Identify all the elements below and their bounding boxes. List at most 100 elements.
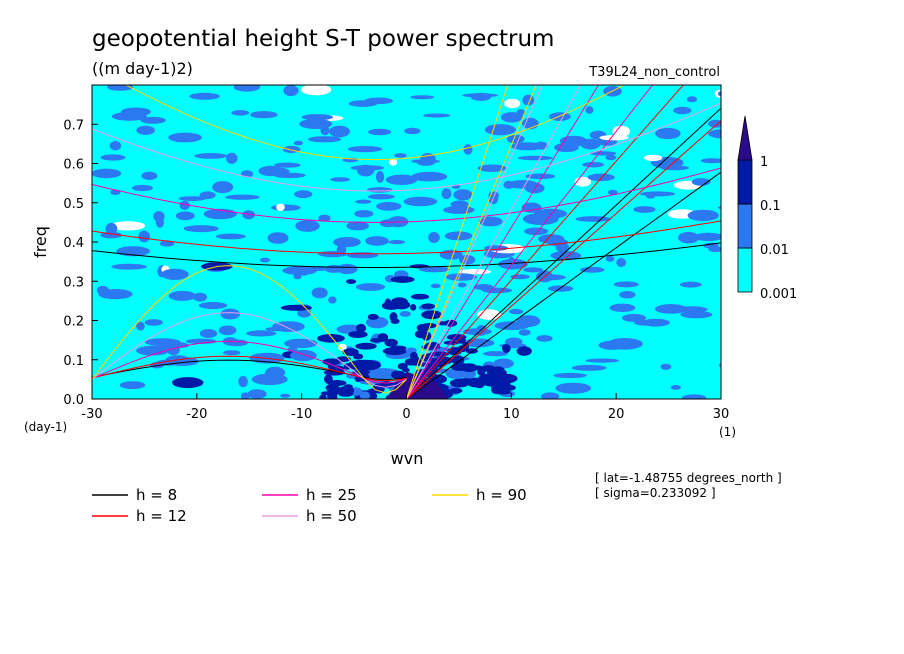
field-patch xyxy=(111,263,147,270)
kelvin-line xyxy=(406,85,599,399)
field-patch xyxy=(172,377,204,389)
field-patch xyxy=(276,203,285,211)
field-patch xyxy=(473,284,494,291)
field-patch xyxy=(346,359,382,371)
field-patch xyxy=(536,335,553,342)
field-patch xyxy=(338,343,347,351)
field-patch xyxy=(441,188,452,200)
x-tick-label: 10 xyxy=(503,407,520,422)
field-patch xyxy=(444,231,473,241)
field-patch xyxy=(555,242,569,253)
field-patch xyxy=(297,308,312,318)
field-patch xyxy=(445,273,477,281)
field-patch xyxy=(390,345,407,351)
field-patch xyxy=(503,180,515,189)
field-patch xyxy=(352,353,364,360)
field-patch xyxy=(411,293,430,300)
field-patch xyxy=(555,382,592,394)
field-patch xyxy=(686,96,698,103)
field-patch xyxy=(481,381,498,386)
field-patch xyxy=(300,85,332,96)
field-patch xyxy=(451,355,465,365)
field-patch xyxy=(723,245,733,253)
kelvin-line xyxy=(406,85,684,399)
field-patch xyxy=(299,118,333,129)
field-patch xyxy=(247,389,267,399)
field-patch xyxy=(421,310,442,320)
field-patch xyxy=(348,331,368,338)
y-tick-label: 0.4 xyxy=(63,236,84,251)
field-patch xyxy=(369,338,382,343)
field-patch xyxy=(175,211,195,221)
legend: h = 8 h = 12 h = 25 h = 50 h = 90 xyxy=(92,486,527,525)
field-patch xyxy=(144,319,163,326)
field-patch xyxy=(282,266,318,275)
field-patch xyxy=(579,266,605,273)
field-patch xyxy=(318,214,331,222)
field-patch xyxy=(409,351,418,362)
colorbar-box xyxy=(737,247,753,293)
field-patch xyxy=(655,127,681,140)
field-patch xyxy=(295,220,320,232)
field-patch xyxy=(660,363,672,370)
field-patch xyxy=(367,193,395,200)
field-patch xyxy=(678,231,700,244)
field-patch xyxy=(553,372,587,379)
field-patch xyxy=(516,346,532,356)
field-patch xyxy=(516,315,541,327)
colorbar-label: 0.01 xyxy=(760,243,789,258)
field-patch xyxy=(194,153,228,159)
field-patch xyxy=(155,217,164,228)
field-patch xyxy=(218,325,237,336)
field-patch xyxy=(328,296,337,304)
field-patch xyxy=(727,114,758,119)
field-patch xyxy=(550,251,582,261)
colorbar: 0.001 0.01 0.1 1 xyxy=(737,115,797,302)
field-patch xyxy=(582,161,604,168)
field-patch xyxy=(168,132,202,143)
field-patch xyxy=(231,110,250,116)
field-patch xyxy=(267,232,289,244)
legend-item: h = 12 xyxy=(92,507,187,525)
field-patch xyxy=(98,289,133,300)
mrg-curve xyxy=(406,85,582,399)
field-patch xyxy=(251,373,288,386)
field-patch xyxy=(189,92,220,100)
field-patch xyxy=(722,281,740,292)
field-patch xyxy=(483,351,508,357)
y-axis-label: freq xyxy=(31,226,50,258)
y-tick-label: 0.2 xyxy=(63,315,84,330)
field-patch xyxy=(242,210,255,220)
plot-area xyxy=(91,84,758,400)
latitude-annotation: [ lat=-1.48755 degrees_north ] xyxy=(595,471,782,485)
field-patch xyxy=(355,283,386,291)
gravity-wave-curve xyxy=(92,102,721,192)
field-patch xyxy=(350,165,385,171)
field-patch xyxy=(414,330,428,339)
curve-h-90 xyxy=(92,85,626,399)
field-patch xyxy=(670,385,682,390)
x-tick-label: 0 xyxy=(402,407,410,422)
field-patch xyxy=(402,367,410,373)
field-patch xyxy=(329,125,350,138)
field-patch xyxy=(609,303,636,312)
field-patch xyxy=(388,158,398,166)
field-patch xyxy=(708,129,721,139)
field-patch xyxy=(330,177,351,182)
field-patch xyxy=(367,388,381,394)
field-patch xyxy=(466,377,487,388)
mrg-curve xyxy=(406,85,537,399)
field-patch xyxy=(336,263,358,275)
field-patch xyxy=(107,85,134,91)
field-patch xyxy=(225,194,260,200)
chart-title: geopotential height S-T power spectrum xyxy=(92,26,554,52)
field-patch xyxy=(199,329,218,338)
field-patch xyxy=(389,312,398,322)
field-patch xyxy=(589,151,617,156)
gravity-wave-curve xyxy=(92,220,721,255)
kelvin-line xyxy=(406,85,509,399)
field-patch xyxy=(500,112,523,123)
field-patch xyxy=(693,232,721,241)
field-patch xyxy=(319,394,327,399)
